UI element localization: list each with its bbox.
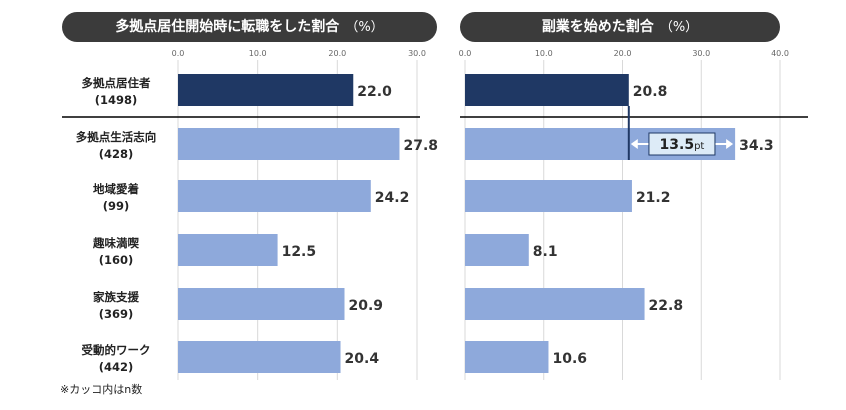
annotation-arrowhead-left [630, 139, 638, 149]
right-value-label: 21.2 [636, 190, 671, 206]
left-value-label: 24.2 [375, 190, 410, 206]
left-bar [178, 128, 400, 160]
left-value-label: 22.0 [357, 84, 392, 100]
left-title-unit: （%） [345, 20, 384, 35]
category-n-label: (428) [99, 147, 134, 161]
right-value-label: 22.8 [649, 298, 684, 314]
category-label: 地域愛着 [93, 182, 139, 196]
left-bar [178, 74, 354, 106]
right-bar [465, 341, 549, 373]
right-chart-title: 副業を始めた割合 （%） [460, 12, 780, 42]
annotation-label: 13.5pt [660, 137, 705, 153]
category-n-label: (369) [99, 307, 134, 321]
right-bar [465, 180, 632, 212]
left-tick-label: 30.0 [408, 49, 426, 58]
category-label: 多拠点居住者 [82, 76, 151, 90]
right-tick-label: 20.0 [614, 49, 632, 58]
left-value-label: 20.9 [349, 298, 384, 314]
category-label: 多拠点生活志向 [76, 130, 157, 144]
right-bar [465, 74, 629, 106]
right-tick-label: 10.0 [535, 49, 553, 58]
right-value-label: 10.6 [552, 351, 587, 367]
left-chart-title: 多拠点居住開始時に転職をした割合 （%） [62, 12, 437, 42]
annotation-box [648, 132, 716, 156]
right-value-label: 34.3 [739, 138, 774, 154]
annotation-arrowhead-right [726, 139, 734, 149]
left-value-label: 27.8 [403, 138, 438, 154]
left-bar [178, 288, 345, 320]
category-label: 受動的ワーク [82, 343, 151, 357]
left-value-label: 12.5 [282, 244, 317, 260]
category-n-label: (1498) [95, 93, 138, 107]
right-title-text: 副業を始めた割合 [541, 19, 654, 35]
left-value-label: 20.4 [345, 351, 380, 367]
right-tick-label: 30.0 [692, 49, 710, 58]
right-tick-label: 0.0 [459, 49, 472, 58]
right-value-label: 8.1 [533, 244, 558, 260]
footnote: ※カッコ内はn数 [60, 383, 143, 396]
category-n-label: (442) [99, 360, 134, 374]
left-bar [178, 341, 341, 373]
right-bar [465, 288, 645, 320]
left-title-text: 多拠点居住開始時に転職をした割合 [115, 19, 340, 35]
left-tick-label: 10.0 [249, 49, 267, 58]
annotation-unit: pt [694, 141, 704, 152]
category-label: 家族支援 [93, 290, 139, 304]
right-title-unit: （%） [659, 20, 699, 35]
category-label: 趣味満喫 [92, 236, 139, 250]
left-tick-label: 0.0 [172, 49, 185, 58]
left-bar [178, 234, 278, 266]
category-n-label: (160) [99, 253, 134, 267]
right-tick-label: 40.0 [771, 49, 789, 58]
category-n-label: (99) [103, 199, 130, 213]
left-tick-label: 20.0 [328, 49, 346, 58]
right-bar [465, 234, 529, 266]
annotation-value: 13.5 [660, 137, 695, 153]
left-bar [178, 180, 371, 212]
right-value-label: 20.8 [633, 84, 668, 100]
